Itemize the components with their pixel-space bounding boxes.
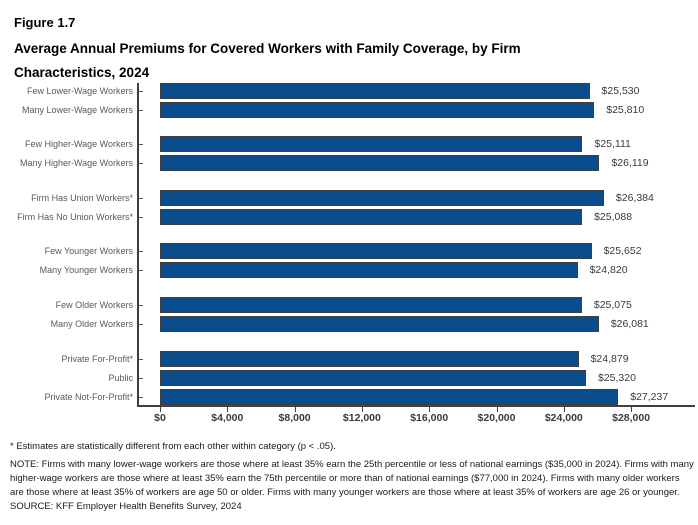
bar bbox=[160, 102, 595, 118]
category-label: Few Younger Workers bbox=[44, 246, 133, 256]
bar-value-label: $25,075 bbox=[593, 299, 632, 311]
footnotes: * Estimates are statistically different … bbox=[10, 440, 694, 514]
x-axis-tick bbox=[227, 406, 229, 412]
category-label: Firm Has No Union Workers* bbox=[17, 212, 133, 222]
footnote-significance: * Estimates are statistically different … bbox=[10, 441, 336, 452]
category-label: Private For-Profit* bbox=[61, 354, 133, 364]
footnote-source: SOURCE: KFF Employer Health Benefits Sur… bbox=[10, 501, 242, 512]
x-axis-tick bbox=[496, 406, 498, 412]
category-label: Many Lower-Wage Workers bbox=[21, 105, 133, 115]
y-axis-tick bbox=[138, 250, 143, 252]
figure-label: Figure 1.7 bbox=[14, 15, 76, 30]
bar-value-label: $26,384 bbox=[615, 192, 654, 204]
x-axis-line bbox=[137, 405, 695, 407]
y-axis-tick bbox=[138, 358, 143, 360]
bar bbox=[160, 136, 583, 152]
bar-value-label: $25,320 bbox=[598, 372, 636, 384]
category-label: Few Higher-Wage Workers bbox=[24, 139, 133, 149]
bar-value-label: $25,111 bbox=[594, 138, 631, 150]
bar bbox=[160, 155, 600, 171]
y-axis-tick bbox=[138, 143, 143, 145]
bar bbox=[160, 297, 582, 313]
bar-value-label: $24,820 bbox=[589, 264, 628, 276]
x-axis-tick-label: $20,000 bbox=[477, 412, 516, 424]
bar-value-label: $26,081 bbox=[610, 318, 649, 330]
bar-value-label: $26,119 bbox=[611, 157, 649, 169]
bar-value-label: $24,879 bbox=[590, 353, 629, 365]
bar bbox=[160, 262, 578, 278]
y-axis-tick bbox=[138, 109, 143, 111]
category-label: Many Older Workers bbox=[50, 319, 133, 329]
bar bbox=[160, 316, 599, 332]
category-label: Few Lower-Wage Workers bbox=[26, 86, 133, 96]
y-axis-tick bbox=[138, 162, 143, 164]
y-axis-tick bbox=[138, 216, 143, 218]
bar-value-label: $27,237 bbox=[630, 391, 669, 403]
y-axis-tick bbox=[138, 197, 143, 199]
x-axis-tick bbox=[429, 406, 431, 412]
bar bbox=[160, 370, 586, 386]
title-block: Figure 1.7 Average Annual Premiums for C… bbox=[14, 14, 614, 85]
bar bbox=[160, 190, 604, 206]
bar bbox=[160, 243, 592, 259]
bar-value-label: $25,088 bbox=[594, 211, 633, 223]
x-axis-tick bbox=[563, 406, 565, 412]
bar-value-label: $25,652 bbox=[603, 245, 642, 257]
x-axis-tick-label: $0 bbox=[154, 412, 166, 424]
bar bbox=[160, 351, 579, 367]
category-label: Private Not-For-Profit* bbox=[44, 392, 133, 402]
x-axis-tick bbox=[294, 406, 296, 412]
category-label: Many Younger Workers bbox=[39, 265, 133, 275]
y-axis-tick bbox=[138, 269, 143, 271]
x-axis-tick-label: $28,000 bbox=[612, 412, 651, 424]
y-axis-line bbox=[137, 83, 139, 405]
bar bbox=[160, 209, 583, 225]
y-axis-tick bbox=[138, 396, 143, 398]
y-axis-tick bbox=[138, 304, 143, 306]
bar-value-label: $25,810 bbox=[606, 104, 645, 116]
category-label: Few Older Workers bbox=[55, 300, 133, 310]
y-axis-tick bbox=[138, 90, 143, 92]
x-axis-tick-label: $12,000 bbox=[342, 412, 381, 424]
category-label: Many Higher-Wage Workers bbox=[19, 158, 133, 168]
bar-value-label: $25,530 bbox=[601, 85, 640, 97]
category-label: Firm Has Union Workers* bbox=[31, 193, 133, 203]
x-axis-tick bbox=[361, 406, 363, 412]
bar bbox=[160, 389, 619, 405]
x-axis-tick bbox=[631, 406, 633, 412]
category-label: Public bbox=[108, 373, 133, 383]
x-axis-tick-label: $24,000 bbox=[544, 412, 583, 424]
footnote-note: NOTE: Firms with many lower-wage workers… bbox=[10, 459, 694, 498]
y-axis-tick bbox=[138, 377, 143, 379]
x-axis-tick-label: $4,000 bbox=[211, 412, 244, 424]
x-axis-tick bbox=[160, 406, 161, 412]
y-axis-tick bbox=[138, 323, 143, 325]
figure-title: Average Annual Premiums for Covered Work… bbox=[14, 41, 521, 80]
x-axis-tick-label: $8,000 bbox=[278, 412, 311, 424]
x-axis-tick-label: $16,000 bbox=[410, 412, 449, 424]
bar bbox=[160, 83, 590, 99]
